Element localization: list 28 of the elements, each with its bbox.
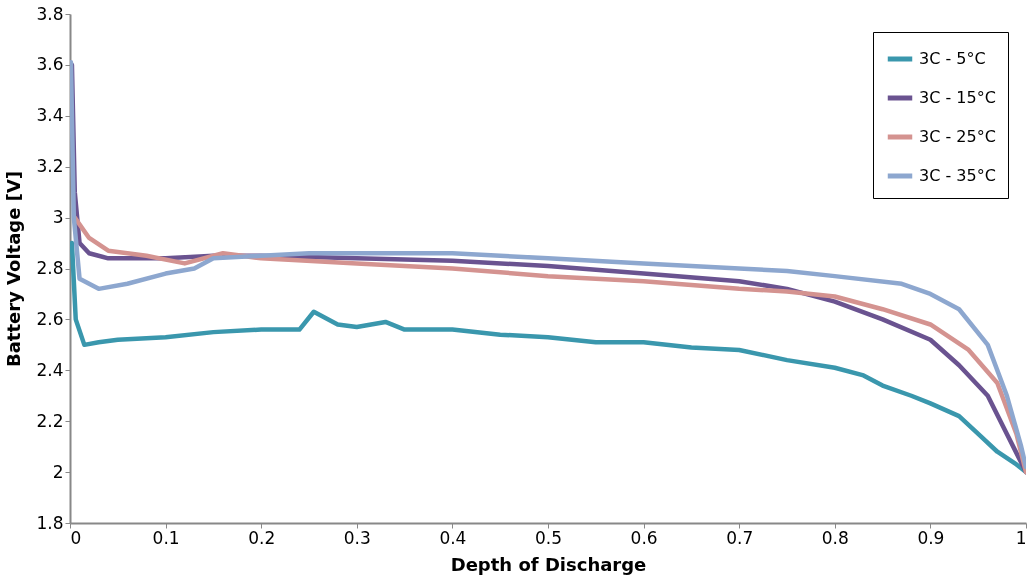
x-tick-label: 0.7 — [726, 527, 754, 548]
y-tick-label: 2.8 — [36, 258, 64, 278]
y-tick-label: 3 — [52, 207, 64, 228]
y-tick-label: 2 — [52, 461, 64, 482]
y-tick-label: 3.8 — [36, 3, 64, 24]
x-tick-label: 0.8 — [821, 527, 849, 548]
y-tick-label: 2.2 — [36, 410, 64, 431]
legend-label: 3C - 25°C — [919, 127, 996, 146]
y-tick-label: 1.8 — [36, 512, 64, 533]
x-tick-label: 0.2 — [248, 527, 276, 548]
x-tick-label: 1 — [1015, 527, 1027, 548]
y-tick-label: 2.4 — [36, 359, 64, 380]
y-tick-label: 3.2 — [36, 156, 64, 177]
x-tick-label: 0.6 — [630, 527, 658, 548]
x-tick-label: 0.1 — [152, 527, 180, 548]
x-tick-label: 0.3 — [343, 527, 371, 548]
legend-label: 3C - 35°C — [919, 166, 996, 185]
legend-label: 3C - 15°C — [919, 88, 996, 107]
x-axis-title: Depth of Discharge — [450, 553, 647, 575]
x-tick-label: 0.5 — [534, 527, 563, 548]
y-axis-title: Battery Voltage [V] — [3, 170, 25, 368]
y-tick-label: 2.6 — [36, 308, 64, 329]
x-tick-label: 0.4 — [439, 527, 467, 548]
y-tick-label: 3.6 — [36, 54, 64, 75]
legend-label: 3C - 5°C — [919, 49, 986, 68]
y-tick-label: 3.4 — [36, 105, 64, 126]
x-tick-label: 0.9 — [917, 527, 945, 548]
x-tick-label: 0 — [70, 527, 82, 548]
